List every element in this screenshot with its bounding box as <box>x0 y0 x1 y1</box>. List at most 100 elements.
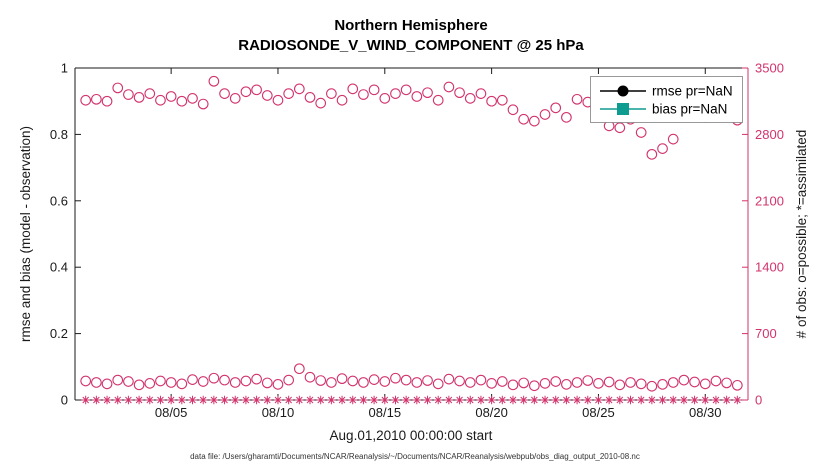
right-tick-label: 2100 <box>755 193 784 208</box>
obs-possible-marker <box>155 94 166 106</box>
obs-assimilated-marker <box>391 395 400 405</box>
obs-assimilated-marker <box>604 395 614 405</box>
obs-possible-marker <box>123 89 134 100</box>
obs-possible-marker <box>379 376 391 387</box>
obs-possible-marker <box>646 380 658 392</box>
obs-possible-marker <box>326 377 337 388</box>
obs-assimilated-marker <box>284 395 293 405</box>
obs-assimilated-marker <box>658 395 667 405</box>
obs-possible-marker <box>358 89 369 100</box>
obs-possible-marker <box>432 378 444 390</box>
x-axis-label: Aug.01,2010 00:00:00 start <box>330 428 493 443</box>
tick-labels: 0 0.2 0.4 0.6 0.8 1 0 700 1400 2100 2800 3500 08/05 0… <box>50 61 784 421</box>
data-file-path: data file: /Users/gharamti/Documents/NCA… <box>190 452 640 461</box>
obs-possible-marker <box>91 377 102 388</box>
legend-marker-circle <box>617 85 629 97</box>
obs-possible-marker <box>443 373 455 385</box>
obs-possible-marker <box>699 378 711 390</box>
obs-possible-marker <box>443 81 455 93</box>
obs-possible-marker <box>475 374 487 386</box>
obs-possible-marker <box>368 84 380 96</box>
obs-assimilated-marker <box>540 395 550 405</box>
obs-assimilated-marker <box>572 395 582 405</box>
x-tick-label: 08/05 <box>155 405 188 420</box>
obs-possible-marker <box>571 93 583 105</box>
right-tick-label: 2800 <box>755 127 784 142</box>
obs-possible-marker <box>379 93 391 104</box>
obs-possible-marker <box>667 377 679 388</box>
obs-possible-marker <box>593 378 604 389</box>
obs-possible-marker <box>283 374 295 386</box>
obs-possible-marker <box>272 94 284 106</box>
obs-possible-marker <box>646 148 658 160</box>
obs-possible-marker <box>635 127 647 138</box>
legend-label-rmse: rmse pr=NaN <box>652 84 733 99</box>
obs-possible-marker <box>454 87 465 99</box>
right-tick-label: 700 <box>755 326 777 341</box>
obs-assimilated-marker <box>498 395 507 405</box>
obs-assimilated-marker <box>626 395 635 405</box>
right-tick-label: 3500 <box>755 61 784 76</box>
obs-assimilated-marker <box>487 395 496 405</box>
obs-possible-marker <box>496 376 508 387</box>
obs-possible-marker <box>582 375 594 386</box>
obs-possible-marker <box>464 377 476 388</box>
obs-possible-marker <box>347 83 359 95</box>
obs-assimilated-marker <box>380 395 389 405</box>
obs-possible-marker <box>293 363 305 375</box>
obs-assimilated-marker <box>188 395 197 405</box>
obs-assimilated-marker <box>305 395 315 405</box>
obs-possible-marker <box>91 93 102 105</box>
obs-assimilated-marker <box>722 395 731 405</box>
obs-assimilated-marker <box>113 395 122 405</box>
obs-assimilated-marker <box>124 395 133 405</box>
obs-assimilated-marker <box>102 395 112 405</box>
obs-assimilated-marker <box>92 395 101 405</box>
obs-possible-marker <box>229 377 241 388</box>
obs-possible-marker <box>561 378 572 390</box>
obs-possible-marker <box>454 375 465 387</box>
obs-possible-marker <box>315 375 327 386</box>
obs-possible-marker <box>101 378 113 390</box>
obs-possible-marker <box>261 90 273 101</box>
legend-box <box>590 76 743 123</box>
obs-possible-marker <box>635 378 647 390</box>
obs-possible-marker <box>208 75 220 87</box>
obs-possible-marker <box>507 379 519 391</box>
obs-assimilated-marker <box>348 395 357 405</box>
obs-assimilated-marker <box>337 395 347 405</box>
left-tick-label: 0.4 <box>50 260 68 275</box>
obs-assimilated-marker <box>444 395 454 405</box>
obs-possible-marker <box>219 374 230 386</box>
obs-assimilated-marker <box>733 395 742 405</box>
obs-assimilated-marker <box>231 395 240 405</box>
obs-assimilated-marker <box>295 395 304 405</box>
obs-possible-marker <box>283 88 295 99</box>
obs-possible-marker <box>358 377 369 388</box>
obs-assimilated-marker <box>198 395 208 405</box>
right-tick-label: 0 <box>755 393 762 408</box>
left-tick-label: 1 <box>61 61 68 76</box>
obs-assimilated-marker <box>647 395 657 405</box>
obs-possible-marker <box>657 378 668 390</box>
obs-possible-marker <box>315 97 327 109</box>
obs-possible-marker <box>411 377 423 388</box>
obs-assimilated-marker <box>369 395 379 405</box>
obs-assimilated-marker <box>530 395 539 405</box>
obs-possible-marker <box>614 379 626 391</box>
obs-possible-marker <box>165 377 177 388</box>
x-tick-label: 08/30 <box>689 405 722 420</box>
obs-assimilated-marker <box>209 395 219 405</box>
right-y-axis-label: # of obs: o=possible; *=assimilated <box>794 130 809 339</box>
plot-title: Northern Hemisphere <box>334 17 487 34</box>
obs-assimilated-marker <box>455 395 464 405</box>
obs-possible-marker <box>219 88 230 99</box>
obs-possible-marker <box>251 84 262 96</box>
obs-possible-marker <box>539 378 551 389</box>
obs-possible-marker <box>251 373 262 385</box>
legend-label-bias: bias pr=NaN <box>652 102 727 117</box>
legend-marker-square <box>617 103 629 115</box>
obs-possible-marker <box>571 377 583 388</box>
